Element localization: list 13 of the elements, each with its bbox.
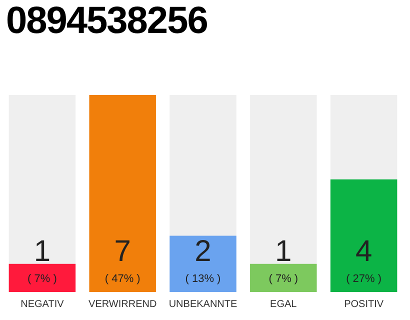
x-tick-label: VERWIRREND xyxy=(88,298,157,310)
x-tick-label: POSITIV xyxy=(344,298,384,310)
data-label: 2 ( 13% ) xyxy=(185,235,221,285)
chart-title: 0894538256 xyxy=(6,0,208,43)
x-tick-label: NEGATIV xyxy=(20,298,64,310)
data-label: 7 ( 47% ) xyxy=(104,235,140,285)
bar xyxy=(250,264,317,292)
data-label: 1 ( 7% ) xyxy=(268,235,298,285)
x-tick-label: EGAL xyxy=(270,298,298,310)
data-label: 1 ( 7% ) xyxy=(28,235,57,285)
data-label: 4 ( 27% ) xyxy=(346,235,382,285)
x-tick-label: UNBEKANNTE xyxy=(168,298,238,310)
bar xyxy=(8,264,76,292)
